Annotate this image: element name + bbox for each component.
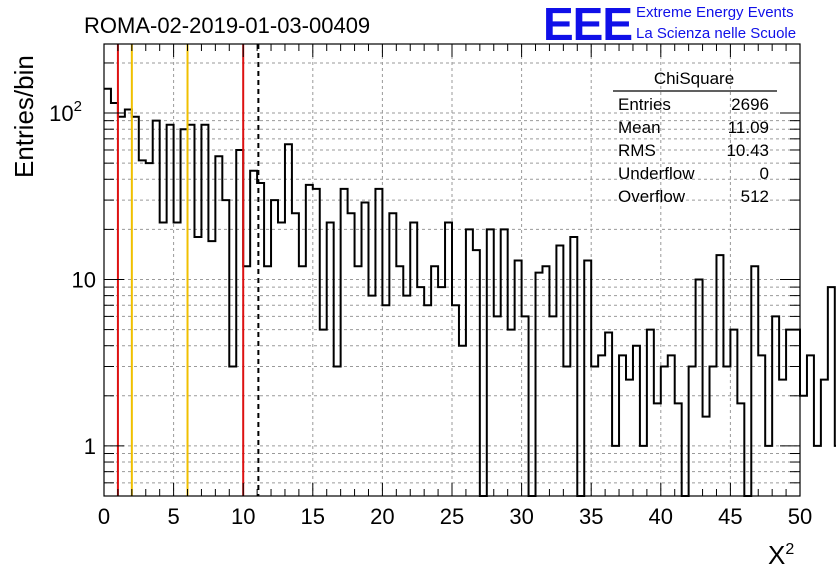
x-axis-title-superscript: 2: [785, 541, 794, 558]
x-tick-label: 45: [718, 504, 742, 529]
grid-lines: [104, 44, 800, 496]
stats-label-mean: Mean: [618, 118, 661, 137]
x-tick-label: 10: [231, 504, 255, 529]
eee-logo-mark: EEE: [543, 0, 632, 50]
y-tick-label: 1: [84, 434, 96, 459]
x-tick-label: 25: [440, 504, 464, 529]
histogram: [104, 87, 836, 497]
stats-label-rms: RMS: [618, 141, 656, 160]
x-tick-label: 40: [649, 504, 673, 529]
stats-value-rms: 10.43: [726, 141, 769, 160]
chart-title: ROMA-02-2019-01-03-00409: [84, 13, 370, 38]
eee-logo-line1: Extreme Energy Events: [636, 4, 794, 21]
x-tick-label: 15: [301, 504, 325, 529]
stats-value-entries: 2696: [731, 95, 769, 114]
stats-value-mean: 11.09: [728, 118, 769, 137]
x-tick-labels: 0 5 10 15 20 25 30 35 40 45 50: [98, 504, 812, 529]
y-tick-label: 10: [72, 267, 96, 292]
x-axis-title-base: X: [768, 540, 785, 570]
x-tick-label: 30: [509, 504, 533, 529]
stats-value-underflow: 0: [760, 164, 769, 183]
y-tick-labels: 1 10 102: [49, 98, 96, 459]
eee-logo: EEE Extreme Energy Events La Scienza nel…: [543, 0, 796, 50]
x-tick-label: 35: [579, 504, 603, 529]
y-tick-label: 102: [49, 98, 82, 126]
eee-logo-line2: La Scienza nelle Scuole: [636, 25, 796, 42]
x-tick-label: 0: [98, 504, 110, 529]
axis-ticks: [103, 44, 801, 496]
marker-lines: [116, 44, 260, 496]
x-tick-label: 5: [167, 504, 179, 529]
histogram-outline: [104, 87, 836, 497]
x-tick-label: 20: [370, 504, 394, 529]
stats-label-overflow: Overflow: [618, 187, 686, 206]
stats-label-underflow: Underflow: [618, 164, 695, 183]
stats-value-overflow: 512: [741, 187, 769, 206]
stats-box-title: ChiSquare: [654, 69, 734, 88]
stats-box: ChiSquare Entries 2696 Mean 11.09 RMS 10…: [613, 69, 777, 206]
y-axis-title: Entries/bin: [9, 55, 39, 178]
stats-label-entries: Entries: [618, 95, 671, 114]
x-axis-title: X2: [768, 540, 794, 570]
x-tick-label: 50: [788, 504, 812, 529]
